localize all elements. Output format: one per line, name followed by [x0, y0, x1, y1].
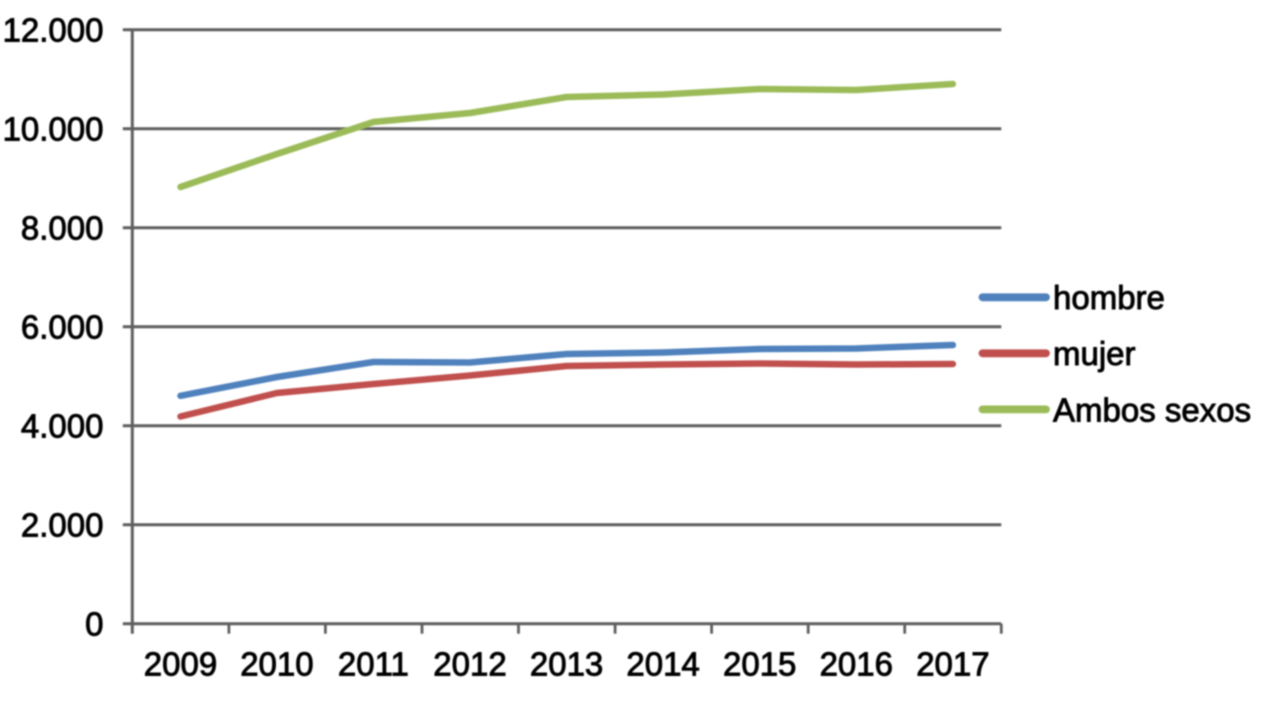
- svg-text:hombre: hombre: [1053, 279, 1165, 316]
- svg-text:mujer: mujer: [1053, 335, 1136, 372]
- svg-text:2.000: 2.000: [21, 507, 104, 544]
- svg-text:2015: 2015: [723, 646, 796, 683]
- svg-text:2009: 2009: [144, 646, 217, 683]
- svg-text:Ambos sexos: Ambos sexos: [1053, 391, 1251, 428]
- svg-text:4.000: 4.000: [21, 408, 104, 445]
- svg-text:2013: 2013: [530, 646, 603, 683]
- svg-text:2011: 2011: [338, 646, 409, 683]
- svg-text:2010: 2010: [240, 646, 313, 683]
- svg-text:2017: 2017: [916, 646, 989, 683]
- svg-text:2012: 2012: [433, 646, 506, 683]
- svg-text:12.000: 12.000: [3, 12, 104, 49]
- svg-text:8.000: 8.000: [21, 210, 104, 247]
- svg-text:2016: 2016: [820, 646, 893, 683]
- svg-text:10.000: 10.000: [3, 111, 104, 148]
- svg-text:6.000: 6.000: [21, 309, 104, 346]
- svg-text:2014: 2014: [626, 646, 699, 683]
- svg-text:0: 0: [85, 606, 103, 643]
